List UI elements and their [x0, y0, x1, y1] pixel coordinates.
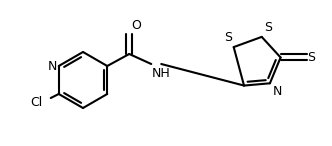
Text: S: S — [264, 21, 272, 34]
Text: N: N — [47, 60, 57, 73]
Text: S: S — [224, 31, 232, 44]
Text: O: O — [131, 19, 141, 32]
Text: Cl: Cl — [31, 95, 43, 108]
Text: NH: NH — [152, 67, 171, 80]
Text: N: N — [273, 85, 282, 98]
Text: S: S — [308, 51, 316, 64]
